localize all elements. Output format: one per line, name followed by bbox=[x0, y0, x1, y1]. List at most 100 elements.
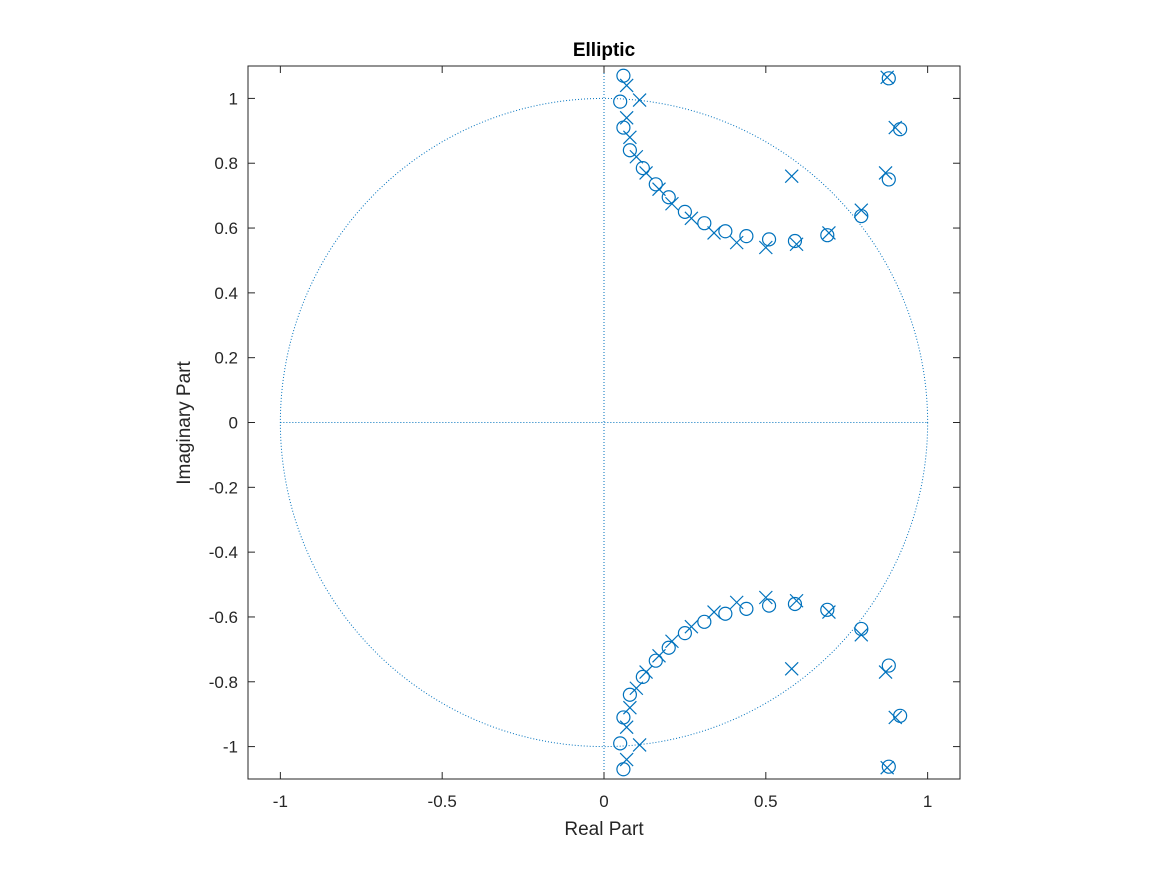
pole-marker bbox=[652, 648, 666, 663]
pole-stroke bbox=[619, 720, 634, 735]
zero-marker bbox=[820, 602, 835, 617]
zero-marker bbox=[881, 172, 896, 187]
zero-marker bbox=[697, 216, 712, 231]
y-tick-label: 0.4 bbox=[214, 284, 238, 303]
pole-marker bbox=[789, 237, 804, 252]
pole-marker bbox=[619, 78, 634, 93]
pole-marker bbox=[729, 595, 744, 610]
pole-stroke bbox=[639, 665, 653, 679]
pole-stroke bbox=[619, 78, 634, 93]
pole-stroke bbox=[619, 752, 634, 767]
pole-marker bbox=[619, 110, 634, 125]
pole-stroke bbox=[789, 593, 804, 608]
pole-marker bbox=[822, 225, 836, 240]
y-tick-label: -0.6 bbox=[209, 608, 238, 627]
pole-marker bbox=[684, 619, 699, 634]
zero-marker bbox=[881, 658, 896, 673]
pole-stroke bbox=[854, 627, 869, 642]
y-tick-label: -0.4 bbox=[209, 543, 238, 562]
pole-marker bbox=[707, 605, 721, 620]
pole-marker bbox=[632, 93, 647, 107]
pole-marker bbox=[684, 211, 699, 226]
pole-marker bbox=[888, 710, 903, 725]
pole-stroke bbox=[629, 681, 644, 696]
x-tick-label: 1 bbox=[923, 792, 932, 811]
pole-stroke bbox=[632, 93, 647, 107]
pole-marker bbox=[878, 665, 893, 679]
pole-stroke bbox=[684, 211, 699, 226]
pole-stroke bbox=[652, 182, 666, 197]
x-axis: -1 -0.5 0 0.5 1 bbox=[273, 66, 932, 811]
y-tick-label: 0.6 bbox=[214, 219, 238, 238]
pole-marker bbox=[622, 130, 637, 145]
zero-marker bbox=[881, 759, 896, 774]
zero-marker bbox=[739, 601, 754, 616]
pole-marker bbox=[665, 196, 679, 211]
zero-marker bbox=[787, 596, 803, 612]
pole-stroke bbox=[707, 225, 721, 240]
data-marks bbox=[613, 68, 908, 777]
pole-stroke bbox=[629, 149, 644, 164]
zero-marker bbox=[648, 177, 663, 192]
chart-title: Elliptic bbox=[573, 40, 636, 61]
pole-marker bbox=[652, 182, 666, 197]
x-tick-label: -1 bbox=[273, 792, 288, 811]
y-tick-label: 0.2 bbox=[214, 349, 238, 368]
pole-marker bbox=[878, 166, 893, 180]
zero-marker bbox=[718, 224, 733, 239]
pole-stroke bbox=[888, 710, 903, 725]
pole-marker bbox=[629, 681, 644, 696]
zero-marker bbox=[661, 640, 676, 655]
pole-stroke bbox=[619, 110, 634, 125]
pole-stroke bbox=[784, 169, 799, 184]
pole-stroke bbox=[822, 225, 836, 240]
zero-marker bbox=[761, 232, 777, 247]
pole-stroke bbox=[729, 595, 744, 610]
pole-stroke bbox=[639, 166, 653, 180]
y-tick-label: -1 bbox=[223, 738, 238, 757]
pole-stroke bbox=[888, 120, 903, 135]
pole-marker bbox=[707, 225, 721, 240]
zero-marker bbox=[677, 204, 693, 219]
pole-stroke bbox=[789, 237, 804, 252]
pole-marker bbox=[622, 700, 637, 715]
zero-marker bbox=[613, 94, 628, 109]
pole-marker bbox=[784, 169, 799, 184]
y-axis: 1 0.8 0.6 0.4 0.2 0 -0.2 -0.4 -0.6 -0.8 -1 bbox=[209, 89, 960, 757]
pole-stroke bbox=[665, 196, 679, 211]
pole-stroke bbox=[652, 648, 666, 663]
pole-marker bbox=[784, 661, 799, 676]
zero-marker bbox=[622, 687, 637, 702]
x-axis-label: Real Part bbox=[564, 819, 644, 840]
y-tick-label: 0.8 bbox=[214, 154, 238, 173]
y-tick-label: -0.8 bbox=[209, 673, 238, 692]
pole-stroke bbox=[622, 700, 637, 715]
zero-marker bbox=[635, 669, 650, 685]
zero-marker bbox=[718, 606, 733, 621]
y-tick-label: 0 bbox=[229, 414, 238, 433]
zero-marker bbox=[881, 71, 896, 86]
pole-marker bbox=[665, 634, 679, 649]
zero-marker bbox=[697, 614, 712, 629]
x-tick-label: 0 bbox=[599, 792, 608, 811]
pole-marker bbox=[822, 605, 836, 620]
pole-marker bbox=[888, 120, 903, 135]
x-tick-label: -0.5 bbox=[428, 792, 457, 811]
zero-marker bbox=[613, 736, 628, 751]
pole-stroke bbox=[822, 605, 836, 620]
x-tick-label: 0.5 bbox=[754, 792, 778, 811]
zero-marker bbox=[787, 233, 803, 249]
pole-stroke bbox=[622, 130, 637, 145]
pole-stroke bbox=[878, 166, 893, 180]
pole-marker bbox=[880, 70, 895, 85]
pole-stroke bbox=[758, 590, 773, 605]
pole-marker bbox=[632, 738, 647, 752]
pole-stroke bbox=[880, 70, 895, 85]
y-tick-label: 1 bbox=[229, 89, 238, 108]
pole-marker bbox=[729, 235, 744, 250]
zero-marker bbox=[622, 143, 637, 158]
pole-stroke bbox=[854, 203, 869, 218]
zero-marker bbox=[648, 653, 663, 668]
pole-stroke bbox=[632, 738, 647, 752]
